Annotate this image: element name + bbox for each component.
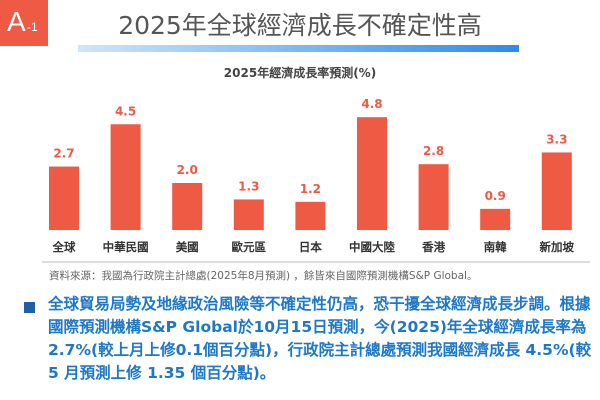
title-underline <box>78 45 519 52</box>
bar <box>233 199 264 230</box>
data-label: 1.2 <box>300 182 321 196</box>
section-badge: A -1 <box>0 0 48 46</box>
data-label: 2.8 <box>423 144 444 158</box>
data-label: 3.3 <box>546 132 567 146</box>
data-label: 4.8 <box>361 97 382 111</box>
category-label: 全球 <box>52 240 76 254</box>
bar <box>480 208 511 230</box>
badge-number: -1 <box>27 20 38 34</box>
bar <box>357 117 387 230</box>
category-label: 日本 <box>299 240 322 254</box>
badge-letter: A <box>7 6 26 37</box>
category-label: 歐元區 <box>232 240 267 254</box>
data-label: 4.5 <box>115 104 136 118</box>
bar <box>418 164 449 230</box>
category-label: 中國大陸 <box>349 240 395 254</box>
data-label: 2.0 <box>177 163 198 177</box>
chart-title: 2025年經濟成長率預測(%) <box>223 66 377 80</box>
category-label: 新加坡 <box>540 240 575 254</box>
bar <box>541 152 572 230</box>
bullet-icon <box>24 302 35 313</box>
bar <box>172 183 203 230</box>
page-title: 2025年全球經濟成長不確定性高 <box>118 11 482 40</box>
source-note: 資料來源：我國為行政院主計總處(2025年8月預測) ，餘皆來自國際預測機構S&… <box>49 270 478 282</box>
bar <box>295 201 326 230</box>
summary-paragraph: 全球貿易局勢及地緣政治風險等不確定性仍高，恐干擾全球經濟成長步調。根據國際預測機… <box>48 295 592 382</box>
category-label: 美國 <box>176 240 199 254</box>
bar-chart: 2.7 全球 4.5 中華民國 2.0 美國 1.3 歐元區 1.2 日本 4.8 中國大陸 2.8 香港… <box>42 97 590 263</box>
category-label: 中華民國 <box>103 240 149 254</box>
data-label: 2.7 <box>53 147 74 161</box>
bar <box>49 166 79 230</box>
bar <box>110 124 141 230</box>
category-label: 南韓 <box>484 240 507 254</box>
data-label: 1.3 <box>238 179 259 193</box>
data-label: 0.9 <box>485 189 506 203</box>
category-label: 香港 <box>421 240 445 254</box>
